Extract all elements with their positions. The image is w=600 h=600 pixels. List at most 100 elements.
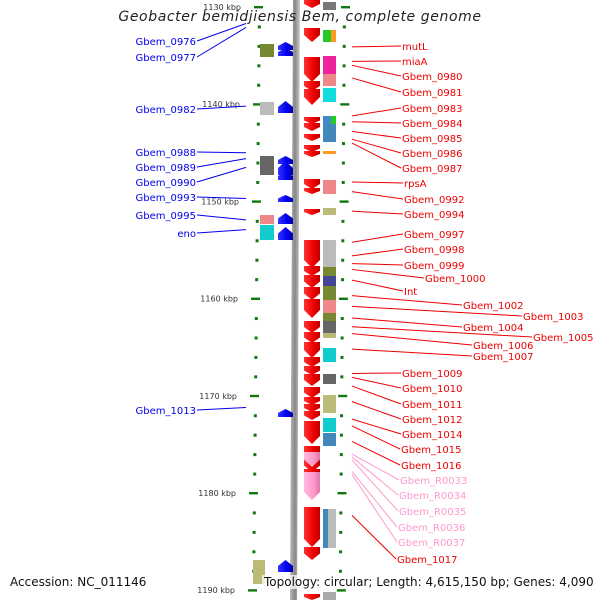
gene-label-right: miaA (402, 57, 428, 68)
gene-label-left: Gbem_0990 (136, 178, 196, 189)
gene-label-right: Gbem_1014 (402, 430, 462, 441)
cog-box (323, 267, 336, 276)
gene-label-right: Gbem_R0037 (398, 538, 465, 549)
leader-line (351, 401, 402, 420)
minor-tick-left (253, 472, 257, 476)
reverse-gene-arrow (278, 48, 293, 56)
scale-label: 1190 kbp (197, 586, 235, 595)
forward-gene-arrow (304, 342, 320, 358)
leader-line (351, 77, 402, 93)
cog-box (323, 313, 336, 321)
forward-gene-arrow (304, 209, 320, 215)
major-tick-left (248, 589, 257, 592)
forward-gene-arrow (304, 547, 320, 560)
cog-box (323, 56, 336, 74)
major-tick-right (338, 297, 348, 300)
forward-gene-arrow (304, 275, 320, 288)
leader-line (351, 418, 402, 435)
scale-label: 1170 kbp (199, 392, 237, 401)
cog-box (331, 116, 336, 124)
cog-box (323, 276, 336, 286)
major-tick-left (250, 394, 259, 398)
genome-title: Geobacter bemidjiensis Bem, complete gen… (118, 9, 482, 25)
forward-gene-arrow (304, 387, 320, 398)
gene-label-right: Gbem_R0035 (399, 507, 466, 518)
minor-tick-right (339, 453, 343, 457)
minor-tick-right (341, 239, 345, 243)
accession-text: Accession: NC_011146 (10, 575, 147, 589)
leader-line (196, 214, 247, 221)
minor-tick-left (252, 530, 256, 534)
forward-gene-arrow (304, 404, 320, 412)
reverse-gene-arrow (278, 227, 293, 240)
minor-tick-right (341, 258, 345, 262)
gene-label-right: Gbem_0997 (404, 230, 464, 241)
rna-gene-arrow (304, 452, 320, 467)
leader-line (351, 456, 399, 496)
minor-tick-right (340, 336, 344, 340)
forward-gene-arrow (304, 357, 320, 367)
minor-tick-left (253, 453, 257, 457)
minor-tick-left (255, 278, 259, 282)
cog-box (323, 240, 336, 267)
forward-gene-arrow (304, 299, 320, 318)
scale-label: 1150 kbp (201, 197, 239, 206)
gene-label-right: Gbem_0985 (402, 134, 462, 145)
forward-gene-arrow (304, 57, 320, 82)
gene-label-left: Gbem_0995 (136, 211, 196, 222)
gene-label-right: Gbem_0983 (402, 104, 462, 115)
cog-box (328, 509, 336, 548)
minor-tick-left (256, 180, 260, 184)
gene-label-right: Gbem_1002 (463, 301, 523, 312)
forward-gene-arrow (304, 411, 320, 420)
gene-label-right: Gbem_1003 (523, 312, 583, 323)
leader-line (351, 233, 404, 243)
leader-line (196, 23, 247, 42)
gene-label-right: Int (404, 287, 417, 298)
minor-tick-left (257, 64, 261, 68)
scale-label: 1180 kbp (198, 489, 236, 498)
leader-line (351, 130, 402, 139)
gene-label-right: Gbem_1017 (397, 555, 457, 566)
gene-label-right: Gbem_1015 (401, 445, 461, 456)
minor-tick-left (257, 25, 261, 29)
forward-gene-arrow (304, 81, 320, 91)
forward-gene-arrow (304, 594, 320, 600)
minor-tick-right (339, 511, 343, 515)
minor-tick-left (252, 550, 256, 554)
forward-gene-arrow (304, 28, 320, 42)
genome-summary-text: Topology: circular; Length: 4,615,150 bp… (262, 575, 596, 589)
leader-line (351, 210, 404, 215)
minor-tick-right (341, 161, 345, 165)
gene-label-left: Gbem_0982 (136, 105, 196, 116)
leader-line (351, 248, 404, 257)
gene-label-right: Gbem_1000 (425, 274, 485, 285)
forward-gene-arrow (304, 366, 320, 375)
leader-line (351, 326, 533, 338)
major-tick-left (253, 103, 262, 106)
cog-box (260, 156, 274, 175)
major-tick-right (341, 6, 350, 9)
minor-tick-right (340, 375, 344, 379)
leader-line (351, 515, 397, 560)
minor-tick-left (254, 317, 258, 321)
gene-label-right: Gbem_1009 (402, 369, 462, 380)
leader-line (351, 471, 398, 528)
leader-line (351, 191, 404, 200)
leader-line (351, 279, 404, 292)
leader-line (351, 142, 402, 169)
minor-tick-right (339, 433, 343, 437)
forward-gene-arrow (304, 332, 320, 343)
minor-tick-left (256, 122, 260, 126)
minor-tick-right (340, 317, 344, 321)
gene-label-right: mutL (402, 42, 428, 53)
minor-tick-right (339, 550, 343, 554)
cog-box (323, 433, 336, 446)
cog-box (260, 102, 274, 115)
gene-label-left: Gbem_0977 (136, 53, 196, 64)
cog-box (323, 374, 336, 384)
reverse-gene-arrow (278, 101, 293, 113)
leader-line (351, 107, 402, 117)
gene-label-right: Gbem_0987 (402, 164, 462, 175)
cog-box (323, 151, 336, 154)
